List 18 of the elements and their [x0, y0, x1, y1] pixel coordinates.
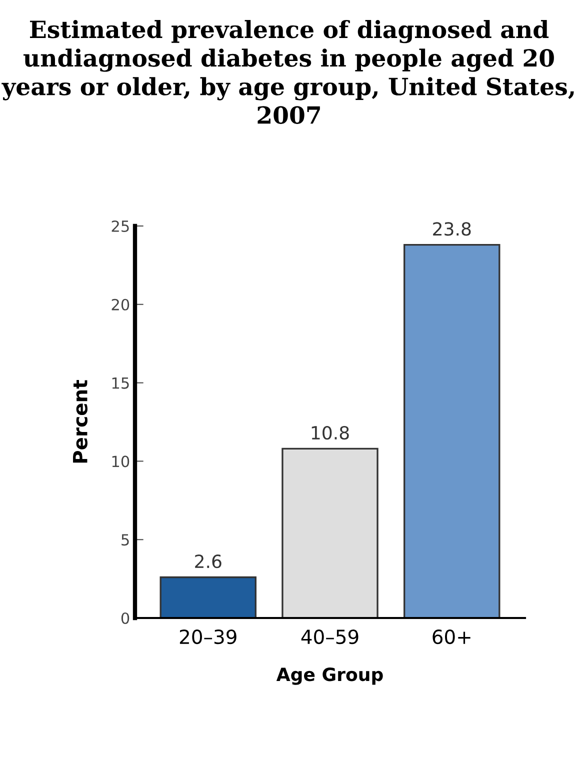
y-tick-label: 5: [122, 534, 129, 546]
bar: [160, 576, 256, 618]
y-axis-title: Percent: [73, 380, 88, 463]
y-tick-label: 25: [112, 220, 129, 232]
chart-title: Estimated prevalence of diagnosed and undiagnosed diabetes in people aged 20 years or older, by age group, United States, 2007: [2, 20, 574, 124]
data-label: 23.8: [433, 222, 471, 236]
x-tick-label: 20–39: [180, 629, 236, 644]
x-axis-title: Age Group: [276, 668, 383, 685]
x-tick-label: 40–59: [301, 629, 358, 644]
x-tick-label: 60+: [432, 629, 470, 644]
y-tick-label: 20: [112, 298, 130, 310]
bar: [404, 244, 500, 618]
y-tick-label: 10: [112, 456, 130, 468]
data-label: 10.8: [312, 426, 349, 440]
bar: [282, 448, 378, 618]
data-label: 2.6: [195, 554, 222, 568]
y-tick-label: 15: [112, 377, 129, 389]
y-tick-label: 0: [121, 612, 130, 624]
